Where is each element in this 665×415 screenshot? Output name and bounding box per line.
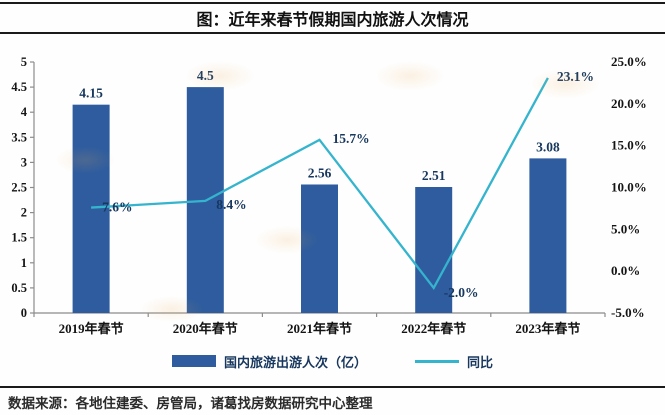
source-note: 数据来源：各地住建委、房管局，诸葛找房数据研究中心整理: [8, 395, 373, 411]
bar-value-label: 2.51: [422, 168, 446, 183]
right-axis-tick-label: 20.0%: [611, 96, 647, 111]
line-series-label: 同比: [467, 354, 494, 370]
line-series: [91, 77, 549, 290]
chart-area: 0 0.5 1 1.5 2 2.5 3 3.5 4 4.5 5 -5.0% 0.0% 5.0% 10.0% 1…: [0, 31, 665, 348]
left-axis-tick-label: 4: [21, 105, 28, 119]
chart-title: 图：近年来春节假期国内旅游人次情况: [196, 12, 469, 29]
chart-canvas: 0 0.5 1 1.5 2 2.5 3 3.5 4 4.5 5 -5.0% 0.0% 5.0% 10.0% 1…: [11, 54, 647, 336]
legend-item-bar-series: 国内旅游出游人次（亿）: [171, 352, 367, 371]
right-axis-tick-label: -5.0%: [611, 305, 645, 320]
bar: [72, 104, 110, 313]
left-axis-tick-label: 0: [21, 306, 27, 320]
left-axis-tick-label: 1: [21, 256, 27, 270]
bar: [415, 186, 453, 313]
category-label: 2023年春节: [515, 321, 580, 336]
chart-title-bar: 图：近年来春节假期国内旅游人次情况: [0, 2, 665, 34]
right-axis-tick-label: 10.0%: [611, 180, 647, 195]
bar-value-label: 3.08: [536, 139, 560, 154]
left-axis-tick-label: 1.5: [11, 231, 27, 245]
chart-legend: 国内旅游出游人次（亿） 同比: [0, 346, 665, 376]
bar: [529, 158, 567, 313]
right-axis-tick-label: 5.0%: [611, 221, 640, 236]
line-point-label: 15.7%: [333, 131, 370, 146]
bar: [301, 184, 338, 313]
right-axis-tick-label: 15.0%: [611, 138, 647, 153]
line-point-label: 7.6%: [102, 200, 132, 215]
left-axis-tick-label: 0.5: [11, 281, 27, 295]
bar-series-swatch: [171, 355, 216, 367]
right-axis-tick-label: 25.0%: [611, 54, 647, 69]
left-axis-tick-label: 4.5: [11, 80, 27, 94]
right-axis-tick-label: 0.0%: [611, 263, 640, 278]
category-label: 2021年春节: [287, 321, 352, 336]
bar-value-label: 4.15: [79, 86, 103, 101]
bar-value-label: 2.56: [308, 165, 332, 180]
left-axis-tick-label: 3: [21, 155, 27, 169]
line-series-swatch: [415, 359, 459, 363]
category-label: 2019年春节: [59, 321, 124, 336]
category-label: 2020年春节: [173, 321, 238, 336]
left-axis-tick-label: 5: [21, 55, 27, 69]
left-axis-tick-label: 2: [21, 206, 27, 220]
bar-series-label: 国内旅游出游人次（亿）: [223, 354, 367, 370]
line-point-label: 8.4%: [216, 197, 246, 212]
legend-item-line-series: 同比: [415, 352, 493, 371]
line-point-label: -2.0%: [444, 285, 479, 300]
bar-value-label: 4.5: [197, 68, 214, 83]
line-point-label: 23.1%: [557, 69, 594, 84]
left-axis-tick-label: 3.5: [11, 130, 27, 144]
category-label: 2022年春节: [401, 321, 466, 336]
source-note-bar: 数据来源：各地住建委、房管局，诸葛找房数据研究中心整理: [0, 386, 665, 415]
left-axis-tick-label: 2.5: [11, 181, 27, 195]
